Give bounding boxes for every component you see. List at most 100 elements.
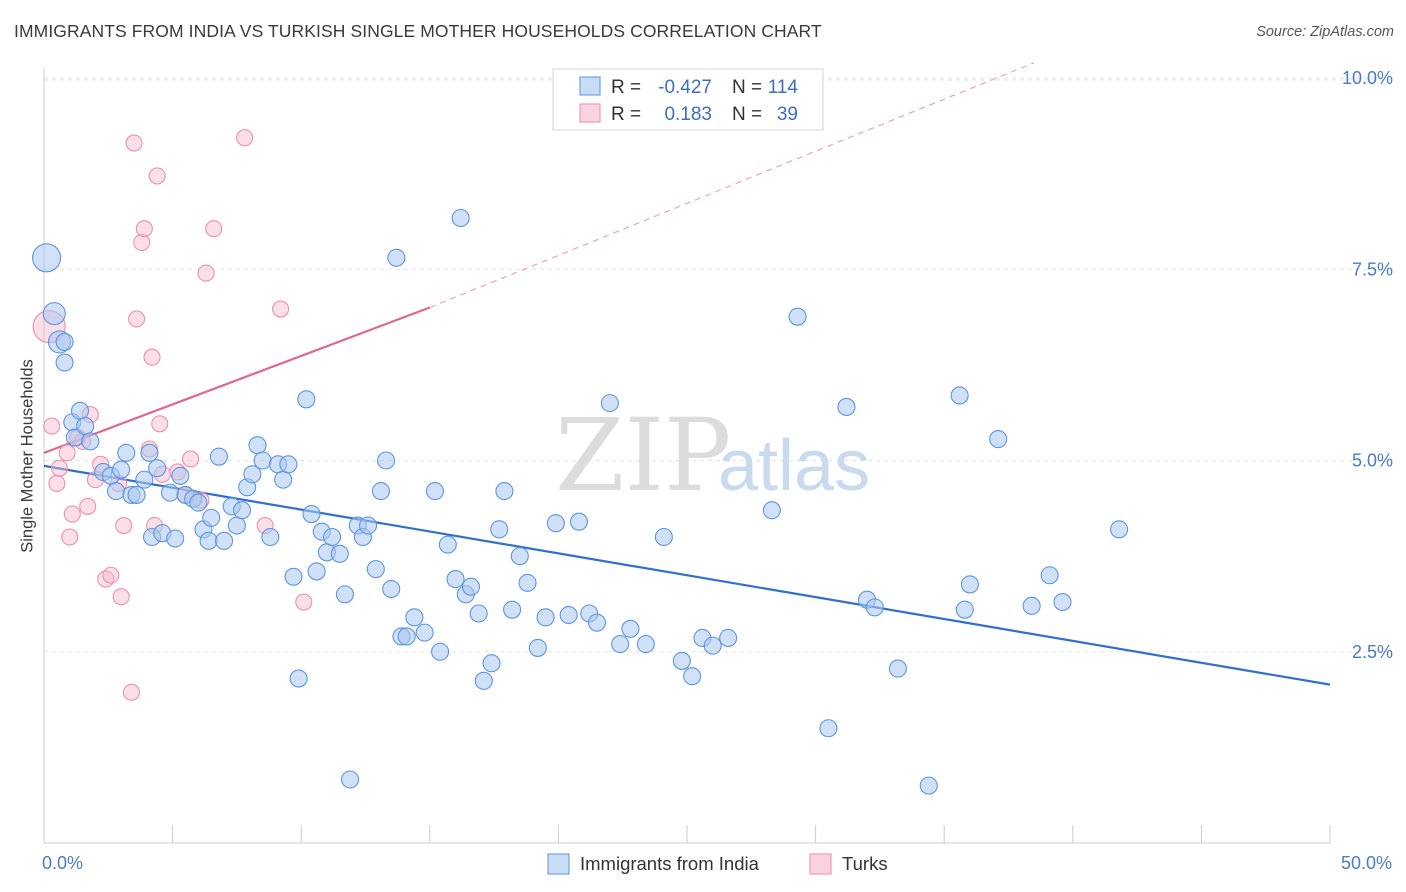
- point-india: [510, 547, 529, 566]
- legend-swatch-turks: [579, 103, 601, 123]
- point-india: [611, 635, 630, 654]
- point-india: [112, 460, 131, 479]
- legend-n-label-india: N =: [732, 77, 762, 98]
- point-india: [135, 470, 154, 489]
- point-india: [248, 436, 267, 455]
- point-turks: [236, 129, 254, 147]
- point-india: [232, 501, 252, 520]
- series-legend: Immigrants from India Turks: [547, 853, 888, 875]
- point-india: [587, 613, 607, 632]
- trend-lines: [43, 62, 1331, 686]
- point-turks: [115, 516, 133, 535]
- watermark: ZIP atlas: [555, 397, 870, 514]
- point-india: [55, 353, 74, 372]
- point-india: [1053, 592, 1072, 612]
- point-turks: [133, 233, 151, 252]
- point-india: [371, 482, 390, 501]
- axes: [43, 68, 1331, 844]
- point-india: [788, 307, 807, 326]
- point-turks: [58, 444, 76, 462]
- point-india: [307, 562, 326, 581]
- point-india: [127, 485, 146, 504]
- point-turks: [125, 134, 143, 152]
- y-tick-label-2: 7.5%: [1352, 259, 1393, 279]
- point-india: [559, 605, 578, 625]
- legend-n-label-turks: N =: [732, 104, 762, 125]
- point-india: [140, 443, 159, 462]
- point-india: [70, 401, 90, 420]
- chart-title: IMMIGRANTS FROM INDIA VS TURKISH SINGLE …: [14, 21, 822, 41]
- point-india: [160, 483, 180, 502]
- x-tick-label-max: 50.0%: [1341, 853, 1392, 873]
- point-india: [382, 579, 401, 599]
- point-turks: [148, 167, 166, 185]
- trendline-turks-extrapolated: [429, 62, 1035, 309]
- point-india: [335, 585, 354, 604]
- correlation-legend: R = -0.427 N = 114 R = 0.183 N = 39: [552, 68, 824, 131]
- point-turks: [272, 300, 290, 318]
- y-tick-label-0: 2.5%: [1352, 642, 1393, 662]
- x-tick-label-min: 0.0%: [42, 853, 83, 873]
- point-turks: [128, 310, 146, 328]
- point-india: [32, 243, 62, 273]
- legend-r-label-india: R =: [611, 77, 641, 98]
- point-india: [209, 447, 228, 466]
- gridlines: [44, 77, 1392, 653]
- point-india: [719, 628, 738, 648]
- point-turks: [112, 588, 130, 606]
- watermark-atlas: atlas: [718, 426, 870, 506]
- point-india: [106, 482, 126, 501]
- point-india: [261, 527, 280, 547]
- point-india: [960, 575, 979, 594]
- point-india: [569, 512, 589, 531]
- point-india: [672, 651, 691, 670]
- legend-n-value-turks: 39: [777, 104, 798, 125]
- point-india: [76, 417, 95, 436]
- point-india: [819, 719, 838, 738]
- bottom-legend-label-turks: Turks: [842, 853, 888, 874]
- point-india: [989, 430, 1008, 449]
- trendline-turks: [43, 306, 431, 454]
- point-india: [503, 600, 522, 619]
- point-india: [330, 544, 349, 563]
- data-points: [32, 129, 1129, 795]
- y-tick-label-3: 10.0%: [1342, 68, 1393, 88]
- point-turks: [43, 417, 61, 435]
- point-india: [243, 465, 262, 484]
- point-turks: [48, 474, 66, 493]
- point-turks: [122, 683, 140, 701]
- bottom-legend-swatch-india: [547, 853, 570, 875]
- point-india: [495, 482, 514, 501]
- point-india: [253, 451, 272, 470]
- point-india: [289, 669, 308, 688]
- point-india: [461, 577, 481, 596]
- y-tick-labels: 2.5% 5.0% 7.5% 10.0%: [1342, 68, 1393, 662]
- point-india: [490, 520, 509, 539]
- point-india: [415, 623, 434, 642]
- point-turks: [205, 220, 223, 238]
- point-india: [377, 451, 396, 470]
- point-turks: [151, 415, 169, 433]
- legend-swatch-india: [579, 76, 601, 96]
- point-india: [189, 493, 208, 512]
- point-india: [274, 470, 293, 489]
- point-india: [387, 248, 406, 267]
- point-india: [1040, 566, 1059, 585]
- legend-r-label-turks: R =: [611, 104, 641, 125]
- point-india: [297, 390, 316, 409]
- point-india: [171, 466, 190, 485]
- point-india: [621, 619, 640, 638]
- point-turks: [135, 220, 153, 238]
- point-india: [405, 608, 424, 627]
- point-india: [528, 638, 547, 657]
- point-india: [42, 302, 66, 326]
- point-india: [425, 482, 444, 501]
- point-india: [474, 671, 493, 690]
- legend-n-value-india: 114: [768, 77, 799, 98]
- point-india: [536, 608, 555, 627]
- point-turks: [63, 505, 81, 523]
- point-india: [482, 654, 501, 673]
- watermark-zip: ZIP: [555, 397, 731, 514]
- point-india: [888, 659, 907, 678]
